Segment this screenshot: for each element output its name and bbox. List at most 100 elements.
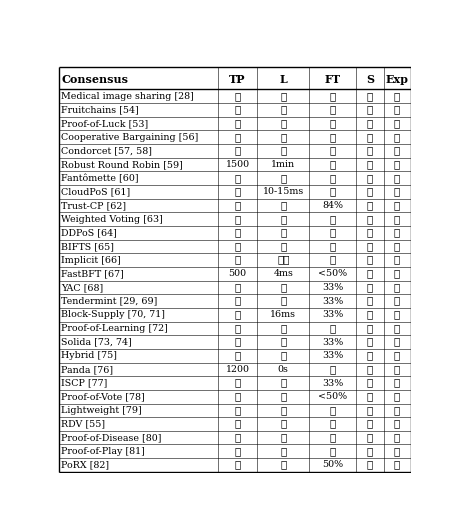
Text: ✗: ✗ bbox=[234, 242, 241, 251]
Text: 33%: 33% bbox=[322, 338, 343, 347]
Text: 10-15ms: 10-15ms bbox=[263, 187, 304, 196]
Text: BIFTS [65]: BIFTS [65] bbox=[61, 242, 114, 251]
Text: ✗: ✗ bbox=[234, 228, 241, 237]
Text: ✗: ✗ bbox=[394, 392, 400, 401]
Text: ✗: ✗ bbox=[367, 433, 373, 442]
Text: ✗✗: ✗✗ bbox=[277, 255, 290, 264]
Text: Fantômette [60]: Fantômette [60] bbox=[61, 174, 139, 183]
Text: ✗: ✗ bbox=[234, 406, 241, 415]
Text: ✗: ✗ bbox=[394, 119, 400, 128]
Text: ✗: ✗ bbox=[367, 283, 373, 292]
Text: Exp: Exp bbox=[386, 74, 409, 85]
Text: S: S bbox=[366, 74, 374, 85]
Text: ✓: ✓ bbox=[234, 392, 241, 401]
Text: ✗: ✗ bbox=[394, 324, 400, 333]
Text: Lightweight [79]: Lightweight [79] bbox=[61, 406, 142, 415]
Text: ✗: ✗ bbox=[329, 255, 336, 264]
Text: Condorcet [57, 58]: Condorcet [57, 58] bbox=[61, 147, 152, 156]
Text: 33%: 33% bbox=[322, 310, 343, 319]
Text: ✓: ✓ bbox=[394, 269, 400, 278]
Text: ✗: ✗ bbox=[329, 133, 336, 142]
Text: 1200: 1200 bbox=[226, 365, 250, 374]
Text: ✓: ✓ bbox=[234, 119, 241, 128]
Text: Proof-of-Play [81]: Proof-of-Play [81] bbox=[61, 447, 145, 456]
Text: 33%: 33% bbox=[322, 297, 343, 306]
Text: ✓: ✓ bbox=[280, 283, 287, 292]
Text: ✓: ✓ bbox=[280, 419, 287, 429]
Text: Hybrid [75]: Hybrid [75] bbox=[61, 351, 117, 360]
Text: ✗: ✗ bbox=[280, 379, 287, 388]
Text: ✗: ✗ bbox=[329, 242, 336, 251]
Text: Tendermint [29, 69]: Tendermint [29, 69] bbox=[61, 297, 158, 306]
Text: ✗: ✗ bbox=[367, 92, 373, 101]
Text: Proof-of-Vote [78]: Proof-of-Vote [78] bbox=[61, 392, 145, 401]
Text: ✗: ✗ bbox=[280, 338, 287, 347]
Text: YAC [68]: YAC [68] bbox=[61, 283, 104, 292]
Text: <50%: <50% bbox=[318, 269, 347, 278]
Text: TP: TP bbox=[229, 74, 246, 85]
Text: ✗: ✗ bbox=[280, 460, 287, 469]
Text: ✗: ✗ bbox=[234, 460, 241, 469]
Text: ✗: ✗ bbox=[280, 351, 287, 360]
Text: ✓: ✓ bbox=[234, 255, 241, 264]
Text: ✓: ✓ bbox=[367, 351, 373, 360]
Text: 500: 500 bbox=[228, 269, 247, 278]
Text: ✓: ✓ bbox=[234, 419, 241, 429]
Text: ✗: ✗ bbox=[329, 119, 336, 128]
Text: ✓: ✓ bbox=[367, 119, 373, 128]
Text: ✗: ✗ bbox=[367, 406, 373, 415]
Text: ✗: ✗ bbox=[367, 365, 373, 374]
Text: Solida [73, 74]: Solida [73, 74] bbox=[61, 338, 132, 347]
Text: ✓: ✓ bbox=[394, 310, 400, 319]
Text: ✗: ✗ bbox=[234, 106, 241, 115]
Text: ✓: ✓ bbox=[367, 269, 373, 278]
Text: ✗: ✗ bbox=[394, 255, 400, 264]
Text: ✗: ✗ bbox=[367, 147, 373, 156]
Text: ✗: ✗ bbox=[367, 215, 373, 224]
Text: L: L bbox=[279, 74, 287, 85]
Text: DDPoS [64]: DDPoS [64] bbox=[61, 228, 117, 237]
Text: ✗: ✗ bbox=[367, 201, 373, 210]
Text: ✗: ✗ bbox=[280, 201, 287, 210]
Text: ✗: ✗ bbox=[367, 297, 373, 306]
Text: ✓: ✓ bbox=[234, 379, 241, 388]
Text: ✓: ✓ bbox=[367, 133, 373, 142]
Text: ✗: ✗ bbox=[234, 338, 241, 347]
Text: ✗: ✗ bbox=[367, 106, 373, 115]
Text: ✗: ✗ bbox=[329, 174, 336, 183]
Text: Proof-of-Disease [80]: Proof-of-Disease [80] bbox=[61, 433, 162, 442]
Text: Trust-CP [62]: Trust-CP [62] bbox=[61, 201, 127, 210]
Text: ✓: ✓ bbox=[394, 215, 400, 224]
Text: Block-Supply [70, 71]: Block-Supply [70, 71] bbox=[61, 310, 165, 319]
Text: ✗: ✗ bbox=[234, 201, 241, 210]
Text: ✗: ✗ bbox=[367, 447, 373, 456]
Text: ✗: ✗ bbox=[280, 147, 287, 156]
Text: ✗: ✗ bbox=[367, 324, 373, 333]
Text: ✗: ✗ bbox=[280, 242, 287, 251]
Text: Robust Round Robin [59]: Robust Round Robin [59] bbox=[61, 160, 183, 169]
Text: Panda [76]: Panda [76] bbox=[61, 365, 113, 374]
Text: ✓: ✓ bbox=[329, 228, 336, 237]
Text: ✗: ✗ bbox=[367, 419, 373, 429]
Text: ✗: ✗ bbox=[329, 324, 336, 333]
Text: ✓: ✓ bbox=[394, 338, 400, 347]
Text: ✗: ✗ bbox=[394, 351, 400, 360]
Text: ✓: ✓ bbox=[367, 242, 373, 251]
Text: ✗: ✗ bbox=[394, 406, 400, 415]
Text: ✓: ✓ bbox=[329, 147, 336, 156]
Text: ✗: ✗ bbox=[280, 324, 287, 333]
Text: ✗: ✗ bbox=[329, 365, 336, 374]
Text: RDV [55]: RDV [55] bbox=[61, 419, 106, 429]
Text: ✗: ✗ bbox=[367, 379, 373, 388]
Text: ✓: ✓ bbox=[234, 283, 241, 292]
Text: ✗: ✗ bbox=[234, 447, 241, 456]
Text: 50%: 50% bbox=[322, 460, 343, 469]
Text: ✗: ✗ bbox=[280, 297, 287, 306]
Text: ✓: ✓ bbox=[394, 365, 400, 374]
Text: ✓: ✓ bbox=[394, 160, 400, 169]
Text: 84%: 84% bbox=[322, 201, 343, 210]
Text: ✗: ✗ bbox=[280, 406, 287, 415]
Text: ✗: ✗ bbox=[329, 215, 336, 224]
Text: ✗: ✗ bbox=[280, 92, 287, 101]
Text: 4ms: 4ms bbox=[273, 269, 293, 278]
